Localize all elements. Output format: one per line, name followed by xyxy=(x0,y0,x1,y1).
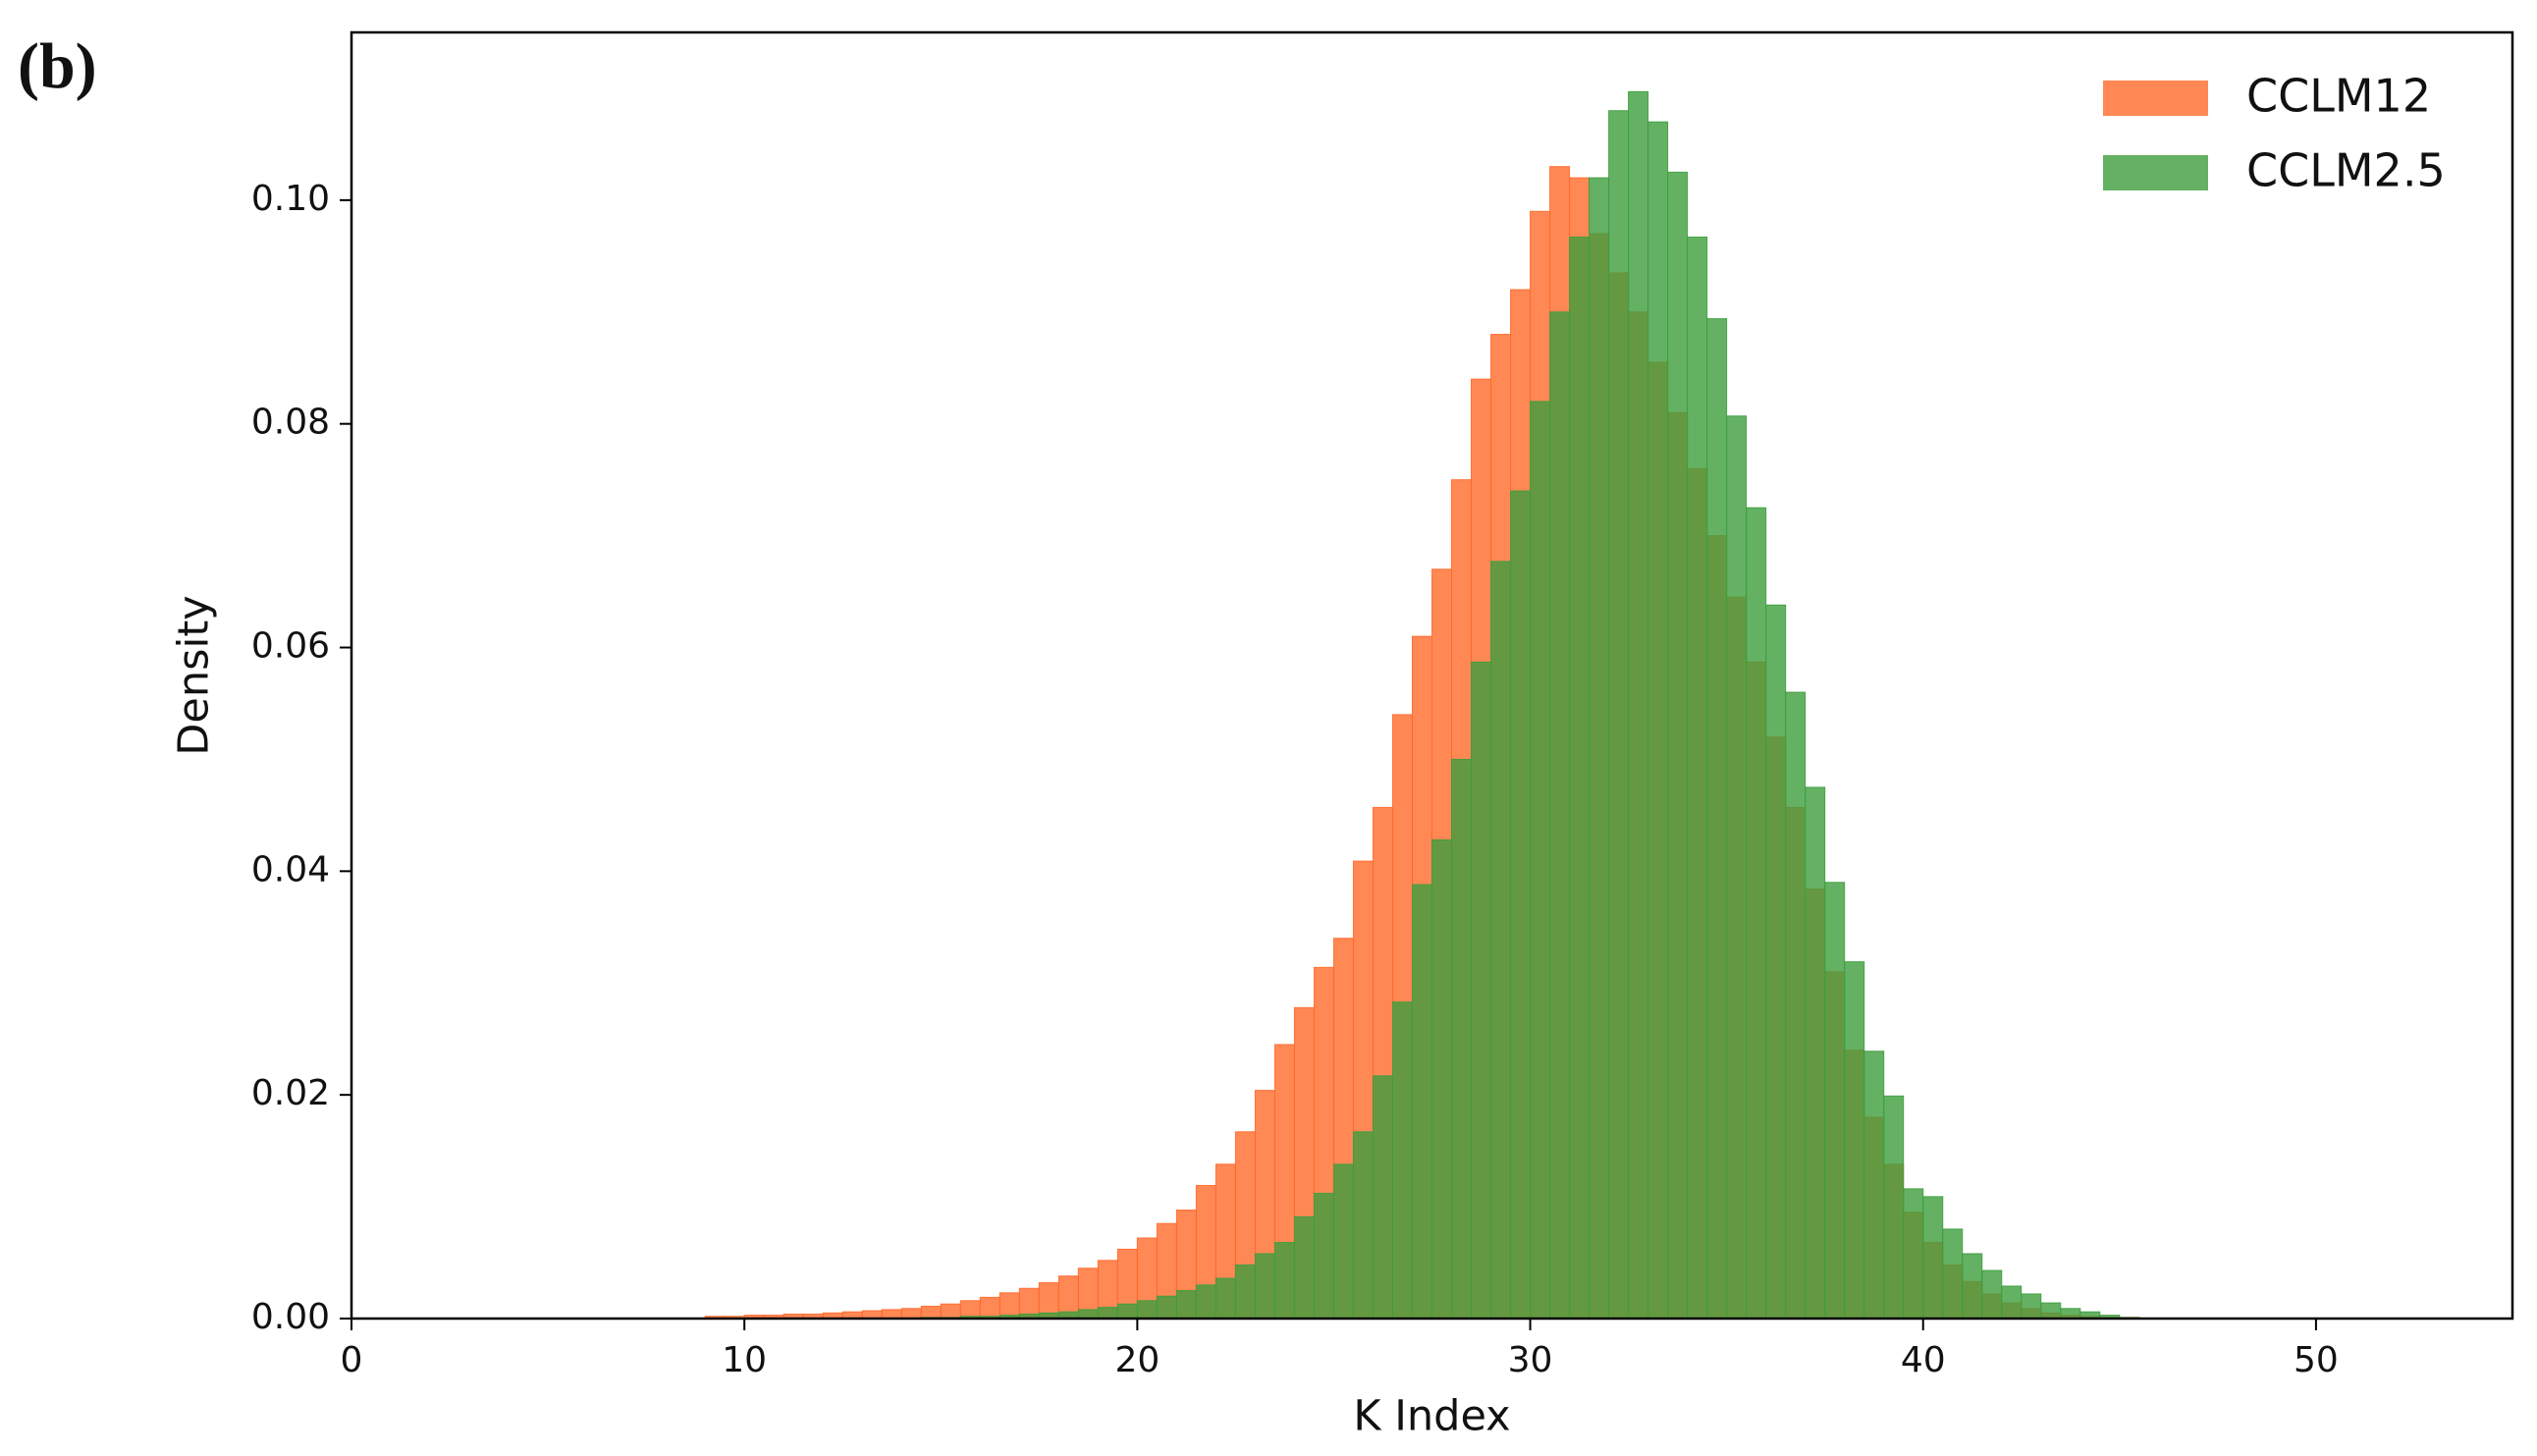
histogram-bar xyxy=(1471,661,1492,1320)
histogram-bar xyxy=(1824,882,1846,1320)
histogram-bar xyxy=(1352,1131,1374,1320)
histogram-bar xyxy=(1569,236,1591,1320)
histogram-bar xyxy=(1608,110,1630,1320)
x-tick-label: 50 xyxy=(2294,1340,2339,1380)
histogram-bar xyxy=(1254,1253,1275,1320)
histogram-bar xyxy=(1234,1264,1256,1320)
histogram-bar xyxy=(900,1308,922,1320)
histogram-bar xyxy=(1628,90,1649,1320)
y-axis-label: Density xyxy=(170,595,219,755)
histogram-bar xyxy=(1883,1095,1905,1320)
histogram-bar xyxy=(1785,691,1807,1320)
histogram-bar xyxy=(1667,171,1689,1320)
x-tick-label: 40 xyxy=(1901,1340,1946,1380)
histogram-bar xyxy=(1077,1309,1099,1320)
histogram-bar xyxy=(1313,1192,1334,1320)
histogram-bar xyxy=(1687,236,1708,1320)
plot-area xyxy=(704,90,2140,1320)
histogram-bar xyxy=(1903,1188,1924,1320)
histogram-bar xyxy=(1116,1303,1138,1320)
histogram-bar xyxy=(2060,1308,2081,1320)
histogram-bar xyxy=(1431,838,1453,1320)
histogram-bar xyxy=(1706,318,1728,1320)
panel-label: (b) xyxy=(18,30,97,102)
histogram-bar xyxy=(1549,311,1571,1320)
histogram-bar xyxy=(1510,490,1532,1320)
histogram-bar xyxy=(2021,1293,2042,1320)
histogram-bar xyxy=(1391,1001,1413,1320)
histogram-bar xyxy=(1647,121,1669,1320)
x-axis-label: K Index xyxy=(1353,1392,1510,1441)
histogram-bar xyxy=(1746,507,1767,1320)
histogram-bar xyxy=(1175,1290,1197,1320)
histogram-bar xyxy=(1372,1075,1393,1320)
histogram-bar xyxy=(1273,1242,1295,1320)
histogram-bar xyxy=(1589,177,1610,1320)
axes-frame xyxy=(350,30,2514,1321)
histogram-bar xyxy=(1981,1269,2003,1320)
y-tick-label: 0.08 xyxy=(251,403,330,443)
histogram-bar xyxy=(1293,1215,1315,1320)
histogram-bar xyxy=(1156,1295,1177,1320)
y-tick-label: 0.06 xyxy=(251,626,330,667)
histogram-bar xyxy=(920,1305,942,1320)
histogram-bar xyxy=(2001,1285,2023,1320)
histogram-bar xyxy=(940,1303,961,1320)
x-tick-label: 0 xyxy=(341,1340,363,1380)
x-tick-label: 10 xyxy=(722,1340,767,1380)
legend-swatch xyxy=(2103,81,2208,116)
histogram-bar xyxy=(1530,401,1551,1320)
histogram-bar xyxy=(1411,884,1433,1320)
histogram-bar xyxy=(881,1309,902,1320)
histogram-bar xyxy=(1942,1228,1964,1320)
histogram-bar xyxy=(1805,786,1826,1320)
histogram-bar xyxy=(1490,561,1512,1320)
legend-swatch xyxy=(2103,155,2208,190)
y-tick-label: 0.00 xyxy=(251,1297,330,1337)
histogram-bar xyxy=(1136,1300,1158,1320)
histogram-bar xyxy=(1844,961,1865,1320)
x-tick-label: 20 xyxy=(1114,1340,1160,1380)
histogram-bar xyxy=(1215,1277,1236,1320)
histogram-bar xyxy=(1332,1163,1354,1320)
histogram-bar xyxy=(1962,1253,1983,1320)
histogram-bar xyxy=(999,1292,1020,1320)
y-tick-label: 0.10 xyxy=(251,179,330,219)
y-tick-label: 0.04 xyxy=(251,849,330,890)
histogram-bar xyxy=(2040,1302,2062,1320)
histogram-bar xyxy=(1765,604,1787,1320)
histogram-bar xyxy=(1195,1284,1216,1320)
histogram-bar xyxy=(979,1296,1000,1320)
histogram-bar xyxy=(1863,1051,1885,1320)
histogram-bar xyxy=(1726,415,1748,1320)
legend-label: CCLM2.5 xyxy=(2246,144,2446,197)
histogram-bar xyxy=(1097,1307,1118,1320)
legend-label: CCLM12 xyxy=(2246,70,2431,123)
histogram-bar xyxy=(1451,758,1473,1320)
histogram-bar xyxy=(1922,1196,1944,1320)
x-tick-label: 30 xyxy=(1508,1340,1553,1380)
y-tick-label: 0.02 xyxy=(251,1073,330,1113)
